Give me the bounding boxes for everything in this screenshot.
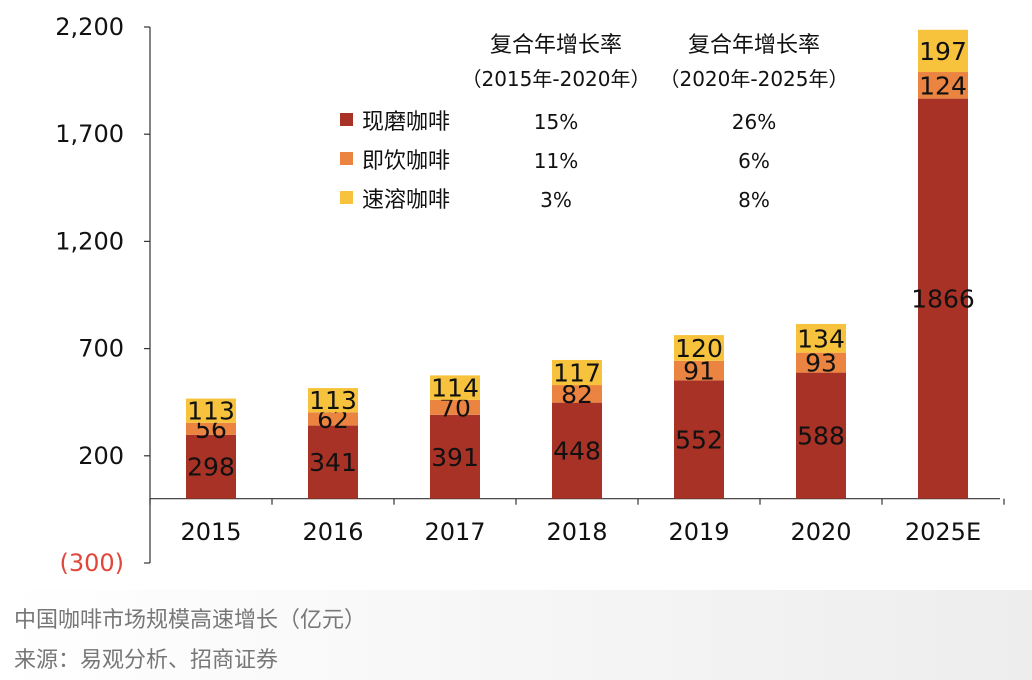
y-tick-label: 700	[78, 335, 124, 363]
growth-rate-value: 15%	[534, 110, 578, 134]
x-tick-label: 2020	[790, 518, 851, 546]
bar-instant	[796, 323, 846, 353]
legend-swatch	[340, 152, 353, 165]
stacked-bar-chart: 2,2001,7001,200700200(300)29856113201534…	[55, 13, 1005, 577]
data-label: 391	[431, 443, 479, 472]
chart-caption: 中国咖啡市场规模高速增长（亿元）	[14, 608, 367, 633]
bar-fresh	[430, 414, 480, 499]
y-tick-label: 1,700	[55, 120, 124, 148]
data-label: 91	[683, 357, 715, 386]
bar-fresh	[186, 434, 236, 499]
bar-fresh	[796, 372, 846, 499]
bar-instant	[430, 375, 480, 400]
data-label: 448	[553, 437, 601, 466]
data-label: 1866	[911, 285, 975, 314]
legend-swatch	[340, 113, 353, 126]
growth-header-period: （2015年-2020年）	[461, 67, 650, 91]
data-label: 298	[187, 453, 235, 482]
bar-instant	[186, 398, 236, 423]
y-tick-label: (300)	[59, 549, 124, 577]
caption-background	[0, 590, 1032, 680]
bar-rtd	[430, 399, 480, 415]
growth-rate-value: 8%	[738, 188, 770, 212]
x-tick-label: 2017	[424, 518, 485, 546]
growth-header: 复合年增长率	[688, 33, 820, 58]
bar-instant	[918, 29, 968, 73]
data-label: 93	[805, 349, 837, 378]
data-label: 588	[797, 422, 845, 451]
bar-fresh	[674, 380, 724, 499]
x-tick-label: 2025E	[905, 518, 981, 546]
legend-label: 速溶咖啡	[362, 188, 450, 213]
bar-fresh	[552, 402, 602, 499]
legend-label: 即饮咖啡	[362, 149, 450, 174]
growth-rate-value: 26%	[732, 110, 776, 134]
legend-swatch	[340, 191, 353, 204]
bar-instant	[308, 388, 358, 413]
bar-instant	[552, 359, 602, 386]
bar-fresh	[918, 98, 968, 499]
bar-rtd	[186, 422, 236, 435]
y-tick-label: 1,200	[55, 227, 124, 255]
growth-rate-value: 6%	[738, 149, 770, 173]
bar-rtd	[674, 360, 724, 381]
legend-label: 现磨咖啡	[362, 110, 450, 135]
data-label: 124	[919, 71, 967, 100]
data-label: 120	[675, 334, 723, 363]
source-caption: 来源：易观分析、招商证券	[14, 648, 279, 673]
bar-rtd	[918, 72, 968, 99]
x-tick-label: 2016	[302, 518, 363, 546]
data-label: 113	[309, 386, 357, 415]
x-tick-label: 2019	[668, 518, 729, 546]
bar-rtd	[552, 385, 602, 403]
data-label: 134	[797, 324, 845, 353]
x-tick-label: 2015	[180, 518, 241, 546]
growth-rate-value: 11%	[534, 149, 578, 173]
data-label: 117	[553, 359, 601, 388]
data-label: 197	[919, 37, 967, 66]
bar-instant	[674, 335, 724, 361]
growth-header: 复合年增长率	[490, 33, 622, 58]
data-label: 113	[187, 397, 235, 426]
y-tick-label: 200	[78, 442, 124, 470]
data-label: 552	[675, 426, 723, 455]
y-tick-label: 2,200	[55, 13, 124, 41]
data-label: 341	[309, 448, 357, 477]
data-label: 114	[431, 374, 479, 403]
growth-header-period: （2020年-2025年）	[659, 67, 848, 91]
bar-rtd	[796, 352, 846, 373]
x-tick-label: 2018	[546, 518, 607, 546]
bar-fresh	[308, 425, 358, 499]
bar-rtd	[308, 412, 358, 426]
growth-rate-value: 3%	[540, 188, 572, 212]
